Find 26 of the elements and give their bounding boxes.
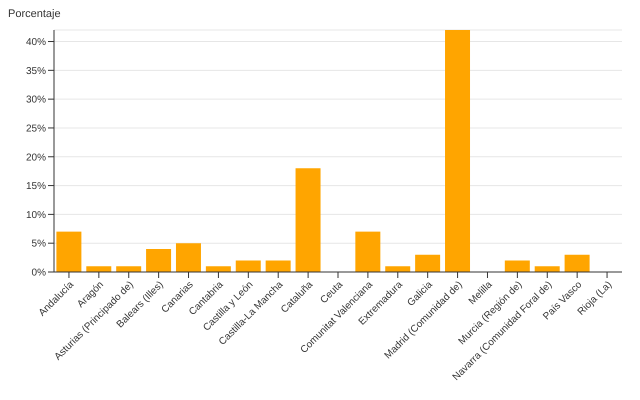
y-tick-label: 15% xyxy=(26,181,46,192)
y-tick-label: 0% xyxy=(32,268,46,279)
y-tick-label: 35% xyxy=(26,66,46,77)
bar xyxy=(534,266,560,272)
y-tick-label: 20% xyxy=(26,152,46,164)
y-tick-label: 40% xyxy=(26,37,46,48)
bar xyxy=(266,260,291,272)
bar xyxy=(86,266,112,272)
y-tick-label: 5% xyxy=(32,238,46,250)
bar xyxy=(56,232,82,272)
bar xyxy=(176,243,201,272)
bar xyxy=(116,266,142,272)
bar xyxy=(385,266,410,272)
bar xyxy=(236,260,261,272)
bar xyxy=(564,254,590,272)
y-tick-label: 30% xyxy=(26,94,46,106)
y-tick-label: 10% xyxy=(26,210,46,221)
y-axis-title: Porcentaje xyxy=(8,8,62,22)
bar xyxy=(355,232,380,272)
bar xyxy=(206,266,231,272)
y-tick-label: 25% xyxy=(26,124,46,134)
bar xyxy=(146,248,172,272)
bar xyxy=(415,254,440,272)
bar xyxy=(504,260,530,272)
bar xyxy=(296,168,321,272)
bar xyxy=(445,30,470,272)
